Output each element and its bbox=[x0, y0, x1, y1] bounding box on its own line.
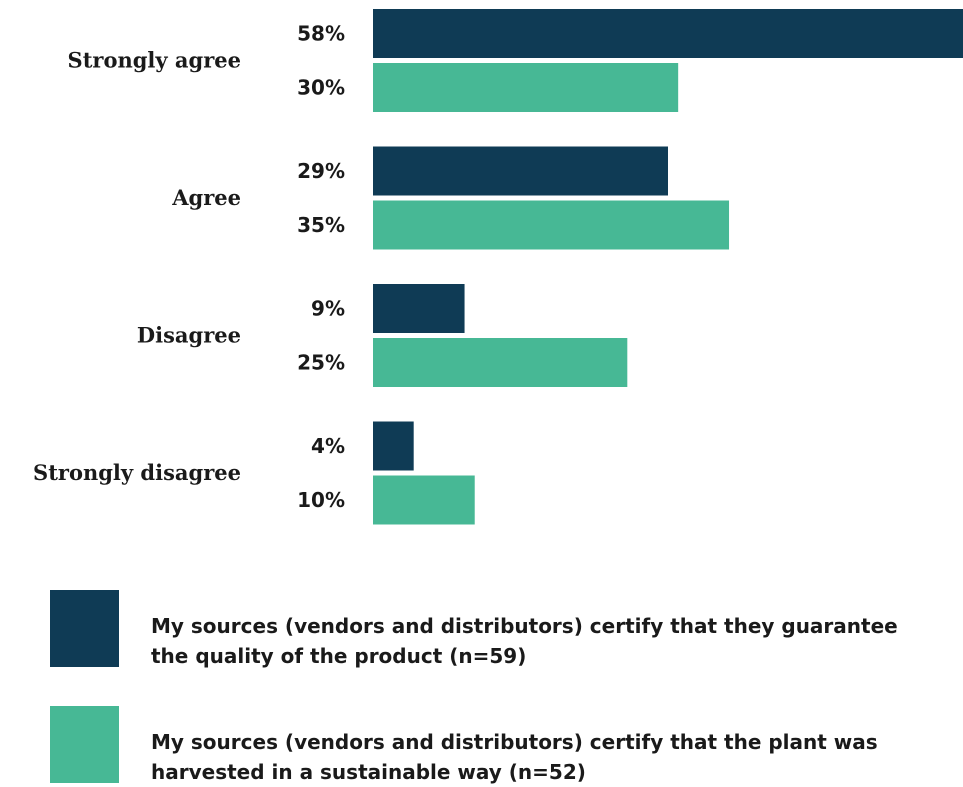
category-labels: Strongly agree Agree Disagree Strongly disa… bbox=[33, 48, 241, 486]
value-label-strongly-disagree-series-1: 4% bbox=[311, 434, 345, 458]
bar-strongly-agree-series-2 bbox=[373, 63, 679, 112]
category-label-agree: Agree bbox=[171, 185, 241, 210]
value-label-strongly-disagree-series-2: 10% bbox=[297, 488, 345, 512]
category-label-disagree: Disagree bbox=[137, 323, 241, 348]
bar-agree-series-1 bbox=[373, 146, 668, 196]
value-label-agree-series-1: 29% bbox=[297, 159, 345, 183]
value-label-disagree-series-1: 9% bbox=[311, 297, 345, 321]
bar-agree-series-2 bbox=[373, 200, 730, 250]
bar-strongly-agree-series-1 bbox=[373, 9, 963, 58]
bar-strongly-disagree-series-2 bbox=[373, 475, 475, 525]
bar-disagree-series-2 bbox=[373, 338, 628, 387]
value-label-strongly-agree-series-1: 58% bbox=[297, 22, 345, 46]
bar-disagree-series-1 bbox=[373, 284, 465, 333]
value-label-strongly-agree-series-2: 30% bbox=[297, 76, 345, 100]
value-label-disagree-series-2: 25% bbox=[297, 351, 345, 375]
bar-strongly-disagree-series-1 bbox=[373, 421, 414, 471]
value-label-agree-series-2: 35% bbox=[297, 213, 345, 237]
category-label-strongly-disagree: Strongly disagree bbox=[33, 460, 241, 485]
value-labels: 58% 30% 29% 35% 9% 25% 4% 10% bbox=[297, 22, 345, 513]
bars bbox=[373, 9, 963, 525]
category-label-strongly-agree: Strongly agree bbox=[68, 48, 241, 73]
